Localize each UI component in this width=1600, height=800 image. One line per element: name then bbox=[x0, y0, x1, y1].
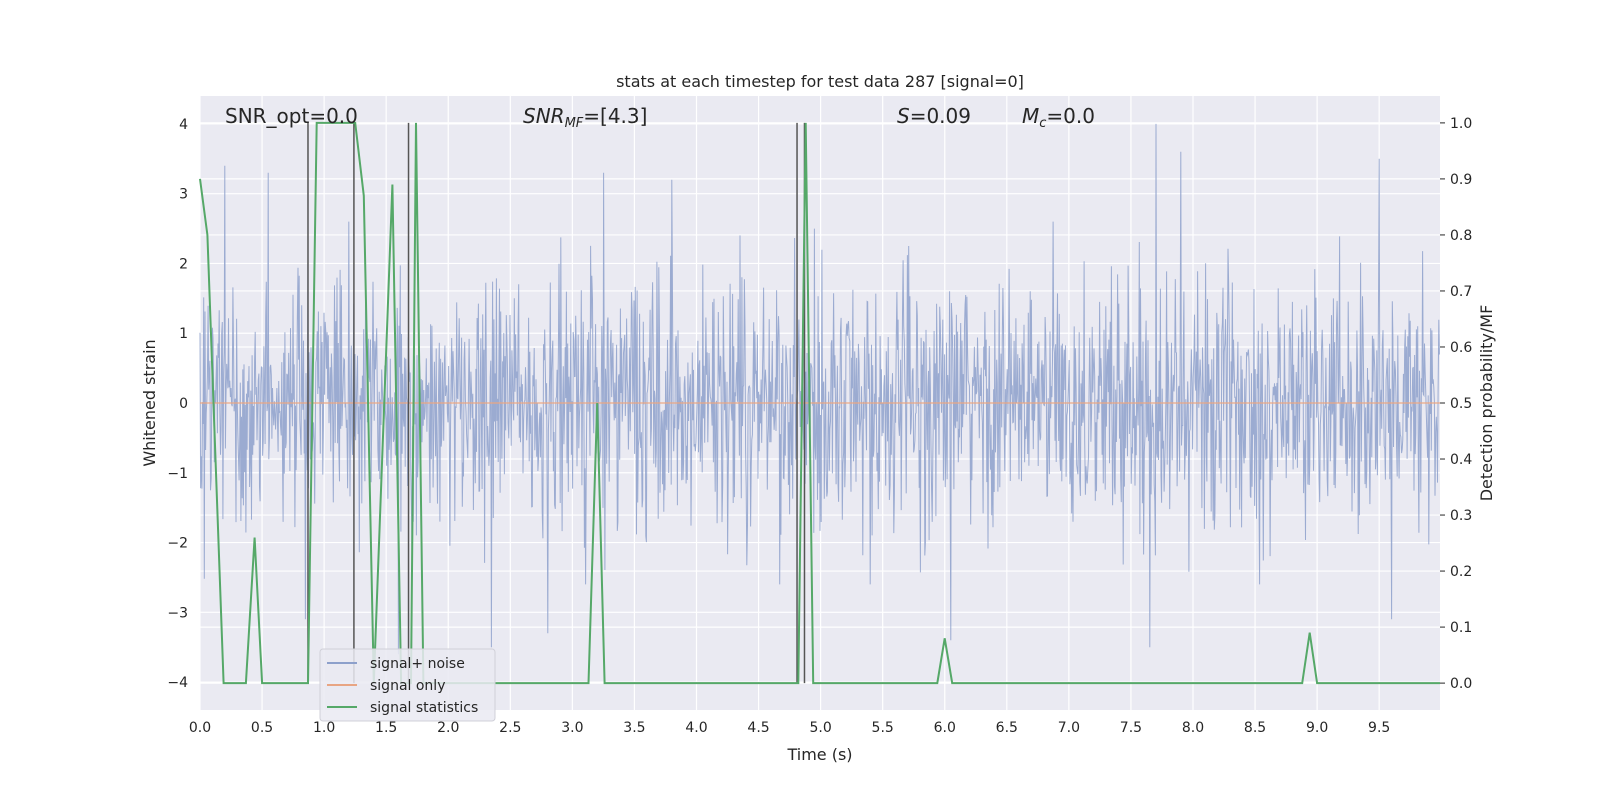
y-tick-label: 0 bbox=[179, 396, 188, 412]
x-tick-label: 4.5 bbox=[747, 720, 769, 736]
x-tick-label: 0.5 bbox=[251, 720, 273, 736]
legend: signal+ noise signal only signal statist… bbox=[319, 648, 496, 722]
x-tick-label: 3.0 bbox=[561, 720, 583, 736]
y-tick-label: −2 bbox=[167, 536, 188, 552]
x-tick-label: 1.0 bbox=[313, 720, 335, 736]
y2-tick-label: 0.8 bbox=[1450, 228, 1472, 244]
x-tick-label: 9.0 bbox=[1306, 720, 1328, 736]
annotation-mc: Mc=0.0 bbox=[1022, 104, 1095, 131]
y2-tick-label: 0.3 bbox=[1450, 508, 1472, 524]
x-tick-label: 7.5 bbox=[1120, 720, 1142, 736]
y2-tick-label: 0.2 bbox=[1450, 564, 1472, 580]
x-tick-label: 7.0 bbox=[1058, 720, 1080, 736]
x-tick-label: 9.5 bbox=[1368, 720, 1390, 736]
x-tick-label: 5.5 bbox=[872, 720, 894, 736]
y2-tick-label: 0.5 bbox=[1450, 396, 1472, 412]
x-tick-label: 6.5 bbox=[996, 720, 1018, 736]
x-axis-label: Time (s) bbox=[786, 745, 852, 764]
x-tick-label: 2.0 bbox=[437, 720, 459, 736]
signal-statistics-line bbox=[199, 121, 1440, 685]
legend-box bbox=[319, 648, 496, 722]
annotation-s: S=0.09 bbox=[897, 104, 971, 128]
y2-tick-label: 1.0 bbox=[1450, 116, 1472, 132]
annotation-snr-mf: SNRMF=[4.3] bbox=[523, 104, 647, 131]
x-tick-label: 1.5 bbox=[375, 720, 397, 736]
x-tick-labels: 0.0 0.5 1.0 1.5 2.0 2.5 3.0 3.5 4.0 4.5 5.0 5.5 6.0 6… bbox=[189, 720, 1390, 736]
x-tick-label: 2.5 bbox=[499, 720, 521, 736]
x-tick-label: 4.0 bbox=[685, 720, 707, 736]
y2-tick-label: 0.4 bbox=[1450, 452, 1472, 468]
y2-tick-label: 0.9 bbox=[1450, 172, 1472, 188]
y-axis-label: Whitened strain bbox=[140, 339, 159, 466]
y-tick-label: −3 bbox=[167, 605, 188, 621]
x-tick-label: 8.0 bbox=[1182, 720, 1204, 736]
y-tick-label: −4 bbox=[167, 675, 188, 691]
y-tick-label: 3 bbox=[179, 187, 188, 203]
y2-axis-label: Detection probability/MF bbox=[1477, 305, 1496, 502]
y-tick-label: 1 bbox=[179, 326, 188, 342]
chart-title: stats at each timestep for test data 287… bbox=[616, 72, 1024, 91]
x-tick-label: 8.5 bbox=[1244, 720, 1266, 736]
x-tick-label: 3.5 bbox=[623, 720, 645, 736]
y2-tick-labels: 1.0 0.9 0.8 0.7 0.6 0.5 0.4 0.3 0.2 0.1 0.0 bbox=[1440, 116, 1472, 692]
legend-label-signal-statistics: signal statistics bbox=[370, 700, 478, 716]
y-tick-label: −1 bbox=[167, 466, 188, 482]
legend-label-signal-only: signal only bbox=[370, 678, 445, 694]
x-tick-label: 6.0 bbox=[934, 720, 956, 736]
signal-noise-line bbox=[199, 123, 1440, 655]
x-tick-label: 0.0 bbox=[189, 720, 211, 736]
y2-tick-label: 0.7 bbox=[1450, 284, 1472, 300]
y-tick-label: 4 bbox=[179, 117, 188, 133]
y2-tick-label: 0.6 bbox=[1450, 340, 1472, 356]
legend-label-signal-noise: signal+ noise bbox=[370, 656, 465, 672]
x-tick-label: 5.0 bbox=[809, 720, 831, 736]
y-tick-label: 2 bbox=[179, 256, 188, 272]
y2-tick-label: 0.1 bbox=[1450, 620, 1472, 636]
y2-tick-label: 0.0 bbox=[1450, 676, 1472, 692]
annotation-snr-opt: SNR_opt=0.0 bbox=[225, 104, 358, 128]
signal-noise-series bbox=[199, 123, 1440, 655]
y-tick-labels: 4 3 2 1 0 −1 −2 −3 −4 bbox=[167, 117, 188, 691]
